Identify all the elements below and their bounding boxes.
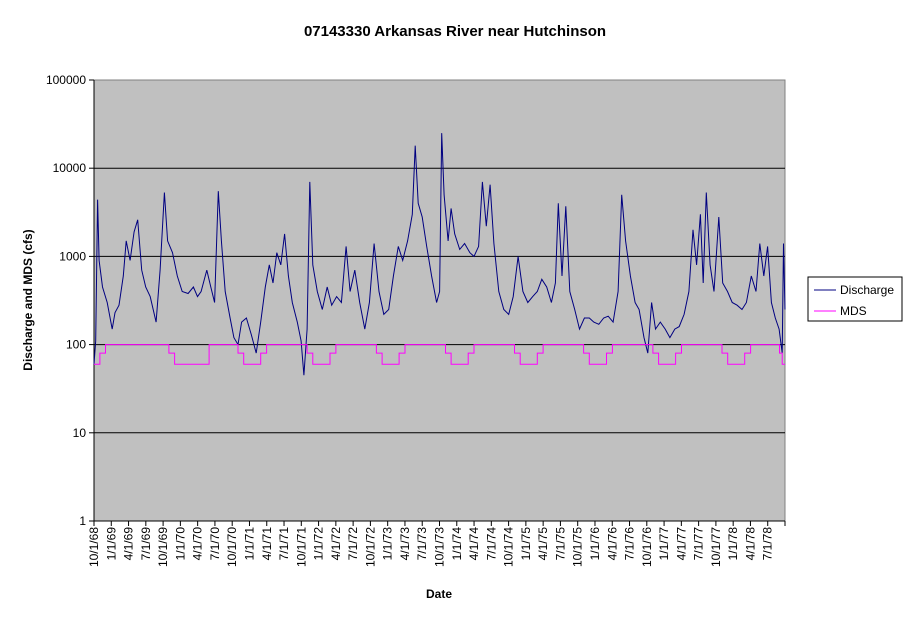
- x-tick-label: 10/1/71: [294, 527, 308, 567]
- x-tick-label: 7/1/70: [208, 527, 222, 561]
- legend-label-discharge: Discharge: [840, 283, 894, 297]
- legend-box: [807, 276, 903, 322]
- x-tick-label: 1/1/72: [312, 527, 326, 561]
- x-tick-label: 7/1/77: [692, 527, 706, 561]
- x-tick-label: 10/1/77: [709, 527, 723, 567]
- series-lines: [93, 133, 786, 376]
- legend-label-mds: MDS: [840, 304, 867, 318]
- chart-title: 07143330 Arkansas River near Hutchinson: [304, 23, 606, 40]
- x-tick-label: 10/1/73: [433, 527, 447, 567]
- legend: Discharge MDS: [807, 276, 903, 322]
- x-tick-label: 4/1/73: [398, 527, 412, 561]
- x-tick-label: 4/1/77: [674, 527, 688, 561]
- plot-area: [93, 79, 786, 522]
- x-tick-label: 1/1/70: [173, 527, 187, 561]
- x-tick-label: 1/1/71: [242, 527, 256, 561]
- y-tick-label: 1000: [59, 249, 86, 263]
- x-tick-label: 4/1/76: [605, 527, 619, 561]
- y-tick-label: 100: [66, 338, 86, 352]
- series-line-mds: [94, 344, 785, 365]
- x-axis-ticks: 10/1/68 1/1/69 4/1/69 7/1/69 10/1/69 1/1/70 4/…: [87, 520, 786, 567]
- x-tick-label: 7/1/71: [277, 527, 291, 561]
- x-axis-title: Date: [426, 587, 452, 601]
- y-tick-label: 100000: [46, 73, 86, 87]
- x-tick-label: 7/1/75: [553, 527, 567, 561]
- x-tick-label: 10/1/68: [87, 527, 101, 567]
- x-tick-label: 1/1/73: [381, 527, 395, 561]
- x-tick-label: 1/1/69: [104, 527, 118, 561]
- y-tick-label: 10: [73, 426, 87, 440]
- x-tick-label: 10/1/76: [640, 527, 654, 567]
- x-tick-label: 7/1/69: [139, 527, 153, 561]
- x-tick-label: 1/1/78: [726, 527, 740, 561]
- x-tick-label: 1/1/75: [519, 527, 533, 561]
- x-tick-label: 10/1/69: [156, 527, 170, 567]
- x-tick-label: 1/1/74: [450, 527, 464, 561]
- x-tick-label: 10/1/74: [502, 527, 516, 567]
- x-tick-label: 7/1/74: [484, 527, 498, 561]
- x-tick-label: 10/1/75: [571, 527, 585, 567]
- y-tick-label: 1: [79, 514, 86, 528]
- y-axis-ticks: 1 10 100 1000 10000 100000: [46, 73, 95, 528]
- x-tick-label: 1/1/76: [588, 527, 602, 561]
- x-tick-label: 7/1/73: [415, 527, 429, 561]
- x-tick-label: 4/1/74: [467, 527, 481, 561]
- x-tick-label: 1/1/77: [657, 527, 671, 561]
- x-tick-label: 7/1/76: [623, 527, 637, 561]
- x-tick-label: 4/1/70: [191, 527, 205, 561]
- y-axis-title: Discharge and MDS (cfs): [21, 229, 35, 370]
- x-tick-label: 7/1/72: [346, 527, 360, 561]
- series-line-discharge: [93, 133, 786, 376]
- x-tick-label: 4/1/71: [260, 527, 274, 561]
- x-tick-label: 4/1/72: [329, 527, 343, 561]
- y-tick-label: 10000: [53, 161, 87, 175]
- x-tick-label: 10/1/72: [363, 527, 377, 567]
- x-tick-label: 4/1/69: [122, 527, 136, 561]
- x-tick-label: 4/1/75: [536, 527, 550, 561]
- x-tick-label: 10/1/70: [225, 527, 239, 567]
- x-tick-label: 7/1/78: [761, 527, 775, 561]
- x-tick-label: 4/1/78: [743, 527, 757, 561]
